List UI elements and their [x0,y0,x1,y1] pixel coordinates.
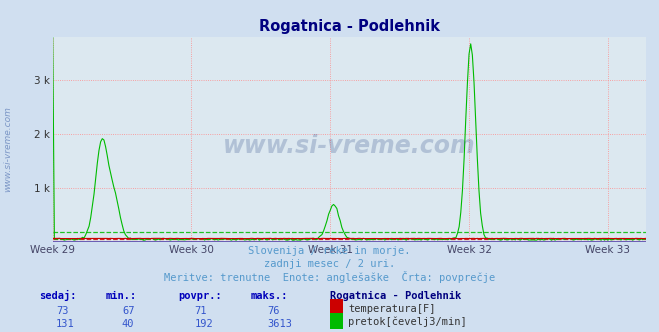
Text: 76: 76 [267,306,279,316]
Text: zadnji mesec / 2 uri.: zadnji mesec / 2 uri. [264,259,395,269]
Title: Rogatnica - Podlehnik: Rogatnica - Podlehnik [259,19,440,34]
Text: maks.:: maks.: [250,291,288,301]
Text: Rogatnica - Podlehnik: Rogatnica - Podlehnik [330,291,461,301]
Text: sedaj:: sedaj: [40,290,77,301]
Text: 67: 67 [122,306,134,316]
Text: min.:: min.: [105,291,136,301]
Text: 73: 73 [56,306,69,316]
Text: Meritve: trenutne  Enote: anglešaške  Črta: povprečje: Meritve: trenutne Enote: anglešaške Črta… [164,271,495,283]
Text: 40: 40 [122,319,134,329]
Text: pretok[čevelj3/min]: pretok[čevelj3/min] [348,317,467,327]
Text: povpr.:: povpr.: [178,291,221,301]
Text: 131: 131 [56,319,74,329]
Text: www.si-vreme.com: www.si-vreme.com [3,107,13,192]
Text: 3613: 3613 [267,319,292,329]
Text: Slovenija / reke in morje.: Slovenija / reke in morje. [248,246,411,256]
Text: 192: 192 [194,319,213,329]
Text: www.si-vreme.com: www.si-vreme.com [223,133,476,158]
Text: temperatura[F]: temperatura[F] [348,304,436,314]
Text: 71: 71 [194,306,207,316]
